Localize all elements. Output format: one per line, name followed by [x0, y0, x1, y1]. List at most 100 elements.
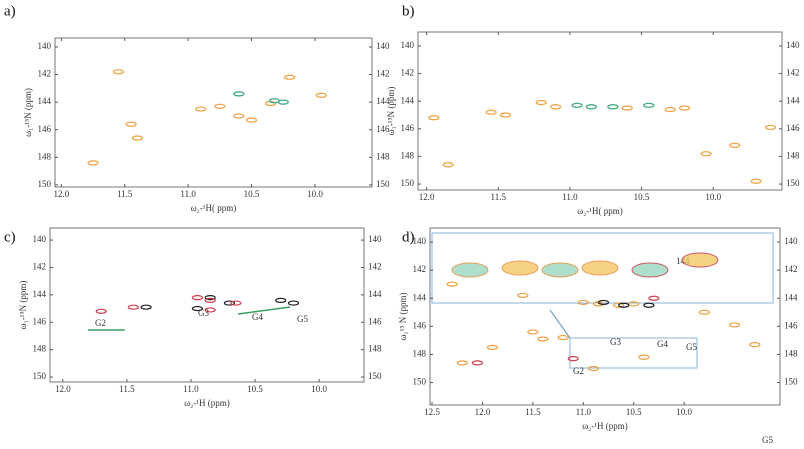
x-tick-label: 11.0 — [180, 189, 196, 199]
y-tick-label: 150 — [413, 377, 427, 387]
peak — [471, 360, 484, 366]
peak — [587, 365, 600, 372]
y-tick-label-right: 144 — [784, 292, 798, 302]
y-tick-label: 140 — [33, 234, 47, 244]
peak — [204, 297, 216, 303]
peak — [287, 300, 300, 306]
peak — [446, 281, 458, 287]
y-axis-label: ω₁-¹⁵N (ppm) — [386, 87, 396, 136]
y-tick-label: 140 — [413, 236, 427, 246]
x-tick-label: 10.5 — [247, 384, 263, 394]
inset-peak — [631, 262, 669, 278]
x-tick-label: 12.0 — [475, 407, 491, 417]
x-tick-label: 11.0 — [183, 384, 199, 394]
y-tick-label-right: 140 — [786, 40, 800, 50]
peak — [700, 151, 712, 157]
peak — [223, 300, 236, 306]
x-tick-label: 12.0 — [419, 192, 435, 202]
peak — [643, 102, 655, 108]
y-tick-label: 148 — [401, 151, 415, 161]
x-tick-label: 10.0 — [705, 192, 721, 202]
peak — [597, 299, 610, 306]
inset-peak — [451, 262, 489, 278]
peak — [233, 113, 245, 119]
y-tick-label-right: 150 — [786, 178, 800, 188]
zoom-arrow — [549, 309, 571, 339]
y-tick-label: 148 — [33, 344, 47, 354]
peak — [557, 334, 569, 341]
peak — [204, 307, 216, 313]
peak — [275, 297, 287, 303]
peak — [729, 142, 741, 148]
y-tick-label: 144 — [401, 95, 415, 105]
y-tick-label-right: 144 — [786, 95, 800, 105]
x-tick-label: 10.5 — [244, 189, 260, 199]
x-tick-label: 11.5 — [117, 189, 133, 199]
peak — [245, 117, 258, 123]
y-tick-label-right: 144 — [368, 289, 382, 299]
peak — [749, 341, 761, 348]
peak — [567, 356, 579, 362]
peak — [621, 105, 633, 111]
peak — [87, 160, 99, 166]
y-tick-label-right: 150 — [784, 377, 798, 387]
y-tick-label: 144 — [38, 96, 52, 106]
y-tick-label: 150 — [38, 179, 52, 189]
y-tick-label: 140 — [38, 41, 52, 51]
y-tick-label-right: 140 — [784, 236, 798, 246]
y-tick-label: 150 — [33, 371, 47, 381]
panel-label: a) — [4, 3, 16, 19]
x-axis-label: ω₂-¹H( ppm) — [191, 203, 237, 213]
peak — [499, 112, 512, 118]
inset-peak — [501, 260, 539, 276]
x-tick-label: 12.5 — [424, 407, 440, 417]
y-tick-label-right: 148 — [786, 151, 800, 161]
peak — [628, 301, 640, 307]
annotation: G4 — [252, 312, 263, 322]
y-tick-label: 146 — [33, 316, 47, 326]
y-tick-label-right: 142 — [376, 69, 390, 79]
y-tick-label-right: 150 — [376, 179, 390, 189]
y-tick-label-right: 140 — [368, 234, 382, 244]
y-tick-label: 140 — [401, 40, 415, 50]
peak — [571, 102, 583, 108]
y-tick-label: 150 — [401, 178, 415, 188]
x-axis-label: ω₂-¹H (ppm) — [582, 421, 628, 431]
peak — [233, 91, 245, 97]
y-tick-label-right: 142 — [368, 262, 382, 272]
plot-frame — [49, 227, 365, 383]
y-tick-label: 142 — [413, 264, 427, 274]
y-tick-label-right: 146 — [786, 123, 800, 133]
x-tick-label: 11.0 — [562, 192, 578, 202]
peak — [230, 300, 242, 306]
peak — [131, 135, 144, 141]
peak — [549, 104, 562, 110]
annotation: G2 — [95, 318, 106, 328]
y-axis-label: ω₁¹⁵ N (ppm) — [398, 293, 408, 341]
peak — [750, 178, 762, 184]
x-tick-label: 11.5 — [525, 407, 541, 417]
peak — [638, 354, 650, 360]
peak — [95, 308, 107, 314]
plot-frame — [429, 227, 781, 406]
peak — [537, 336, 549, 342]
annotation: G3 — [610, 337, 621, 347]
peak — [648, 295, 660, 301]
x-tick-label: 11.0 — [576, 407, 592, 417]
x-tick-label: 10.5 — [626, 407, 642, 417]
peak — [764, 124, 777, 131]
y-tick-label-right: 148 — [376, 151, 390, 161]
peak — [112, 69, 125, 75]
peak — [486, 344, 499, 351]
y-tick-label-right: 140 — [376, 41, 390, 51]
y-tick-label-right: 142 — [784, 264, 798, 274]
y-tick-label: 142 — [38, 69, 52, 79]
peak — [678, 105, 691, 111]
peak — [125, 121, 137, 127]
y-tick-label: 142 — [33, 262, 47, 272]
peak — [664, 106, 676, 113]
inset-peak — [541, 262, 579, 278]
x-tick-label: 11.5 — [119, 384, 135, 394]
peak — [485, 109, 497, 115]
